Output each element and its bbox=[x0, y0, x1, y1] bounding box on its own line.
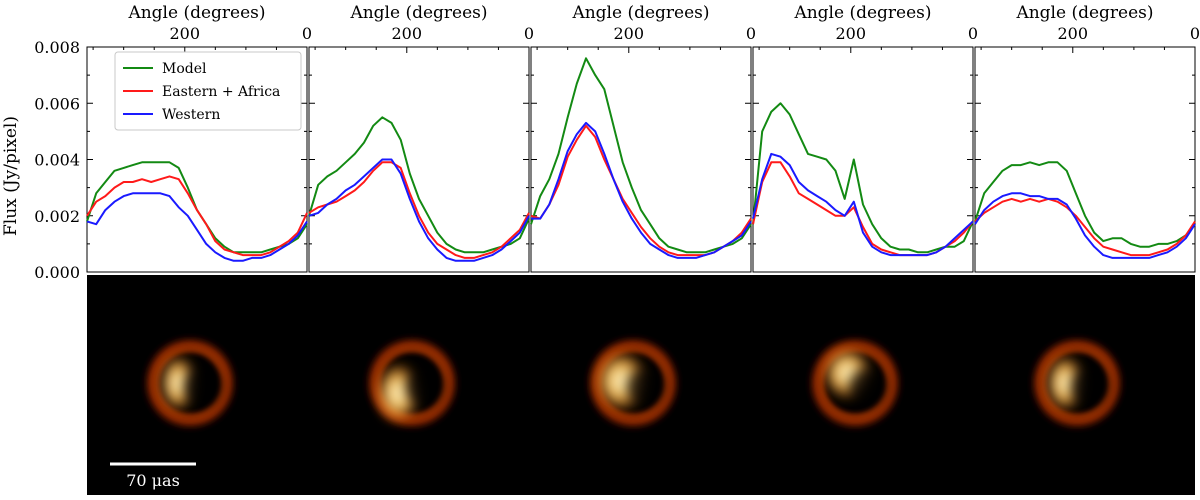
x-axis-label: Angle (degrees) bbox=[571, 3, 709, 23]
x-tick-label: 200 bbox=[1058, 24, 1089, 43]
panel-frame bbox=[974, 46, 1196, 273]
series-line-eastern-africa bbox=[974, 197, 1196, 257]
ring-edge bbox=[1040, 346, 1114, 420]
legend-label-western: Western bbox=[162, 107, 220, 123]
ring-image-5 bbox=[1029, 335, 1125, 431]
x-axis-label: Angle (degrees) bbox=[1015, 3, 1153, 23]
ring-shadow bbox=[849, 369, 885, 405]
panel-4: 200 0 Angle (degrees) bbox=[752, 3, 978, 273]
series-line-western bbox=[86, 192, 308, 262]
y-tick-label: 0.002 bbox=[34, 207, 80, 226]
x-tick-label: 200 bbox=[614, 24, 645, 43]
ring-images bbox=[142, 335, 1125, 431]
series-line-model bbox=[974, 161, 1196, 248]
panel-frame bbox=[752, 46, 974, 273]
series-line-eastern-africa bbox=[86, 175, 308, 257]
panel-1: 200 0 Angle (degrees) bbox=[86, 3, 312, 273]
y-axis-label: Flux (Jy/pixel) bbox=[1, 116, 21, 236]
ring-shadow bbox=[406, 369, 442, 405]
series-line-western bbox=[531, 121, 752, 259]
legend-box bbox=[114, 51, 302, 131]
series-line-model bbox=[530, 57, 752, 254]
panel-3: 200 0 Angle (degrees) bbox=[530, 3, 756, 273]
ring-shadow bbox=[184, 369, 220, 405]
ring-image-3 bbox=[585, 335, 681, 431]
ring-shadow bbox=[627, 369, 663, 405]
x-tick-label: 0 bbox=[746, 24, 756, 43]
panel-frame bbox=[308, 46, 530, 273]
y-tick-label: 0.000 bbox=[34, 263, 80, 282]
legend: Model Eastern + Africa Western bbox=[114, 51, 302, 131]
x-tick-label: 0 bbox=[302, 24, 312, 43]
y-tick-label: 0.004 bbox=[34, 151, 80, 170]
y-tick-labels: 0.000 0.002 0.004 0.006 0.008 bbox=[34, 38, 80, 282]
series-line-model bbox=[86, 161, 308, 254]
ring-edge bbox=[153, 346, 227, 420]
x-tick-label: 0 bbox=[524, 24, 534, 43]
x-axis-label: Angle (degrees) bbox=[793, 3, 931, 23]
ring-shadow bbox=[1071, 369, 1107, 405]
series-line-eastern-africa bbox=[752, 161, 974, 257]
y-tick-label: 0.008 bbox=[34, 38, 80, 57]
x-tick-label: 200 bbox=[392, 24, 423, 43]
series-line-model bbox=[752, 102, 974, 254]
x-tick-label: 200 bbox=[170, 24, 201, 43]
ring-image-4 bbox=[807, 335, 903, 431]
series-line-eastern-africa bbox=[308, 161, 530, 259]
y-tick-label: 0.006 bbox=[34, 94, 80, 113]
x-axis-label: Angle (degrees) bbox=[127, 3, 265, 23]
series-line-eastern-africa bbox=[530, 124, 752, 257]
series-line-western bbox=[752, 152, 974, 257]
series-line-western bbox=[308, 158, 530, 262]
panel-2: 200 0 Angle (degrees) bbox=[308, 3, 534, 273]
legend-label-model: Model bbox=[162, 61, 207, 77]
panel-5: 200 0 Angle (degrees) bbox=[974, 3, 1200, 273]
series-line-western bbox=[974, 192, 1196, 259]
ring-image-1 bbox=[142, 335, 238, 431]
x-tick-label: 0 bbox=[968, 24, 978, 43]
x-tick-label: 0 bbox=[1190, 24, 1200, 43]
ring-hotspot bbox=[160, 355, 196, 411]
legend-label-eastern-africa: Eastern + Africa bbox=[162, 84, 280, 100]
x-axis-label: Angle (degrees) bbox=[349, 3, 487, 23]
x-tick-label: 200 bbox=[836, 24, 867, 43]
scale-bar-label: 70 μas bbox=[126, 471, 180, 490]
ring-image-2 bbox=[364, 335, 460, 431]
series-line-model bbox=[308, 116, 530, 254]
